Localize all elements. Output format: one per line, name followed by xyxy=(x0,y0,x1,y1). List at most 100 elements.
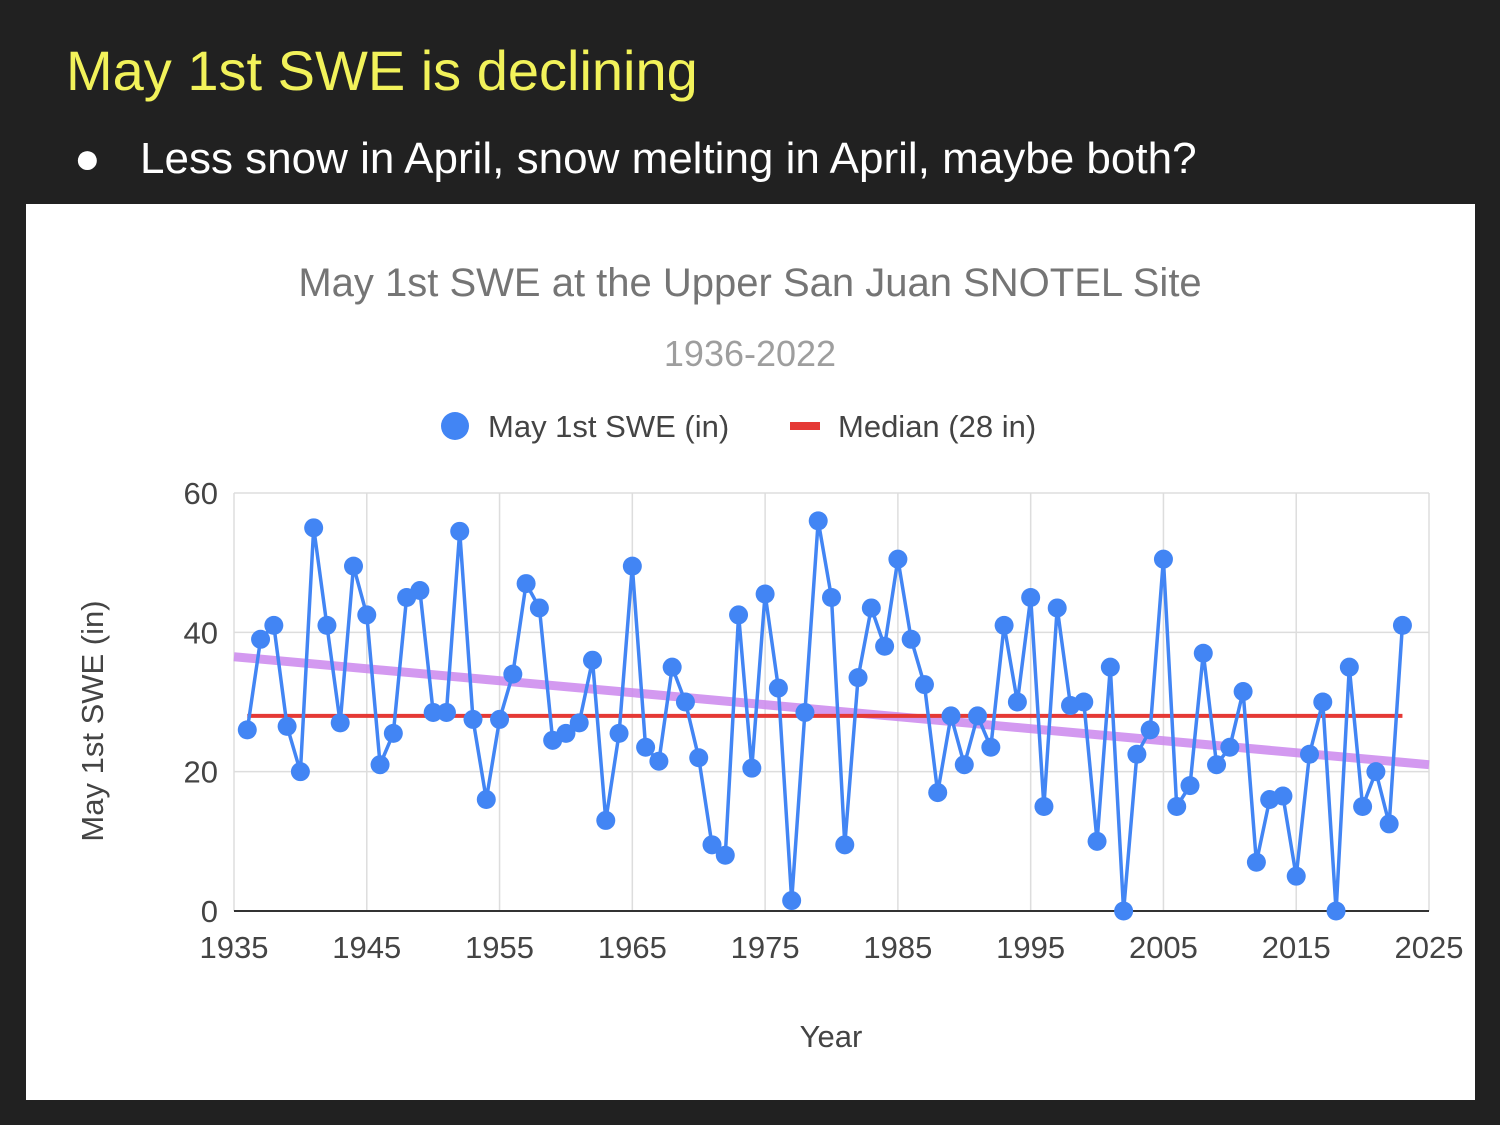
chart-title: May 1st SWE at the Upper San Juan SNOTEL… xyxy=(298,261,1201,305)
swe-data-point xyxy=(1034,797,1054,816)
swe-data-point xyxy=(290,762,310,782)
legend-swatch-median xyxy=(790,422,820,430)
swe-data-point xyxy=(755,584,775,604)
swe-data-point xyxy=(383,723,403,743)
legend-label-median: Median (28 in) xyxy=(838,409,1036,444)
swe-data-point xyxy=(503,664,523,684)
swe-data-point xyxy=(330,713,350,733)
swe-data-point xyxy=(237,720,257,740)
swe-data-point xyxy=(490,709,510,729)
swe-data-point xyxy=(1007,692,1027,712)
y-tick-label: 0 xyxy=(201,894,218,929)
legend-swatch-swe xyxy=(441,412,469,440)
swe-data-point xyxy=(1047,598,1067,618)
swe-data-point xyxy=(1379,814,1399,834)
y-axis-title: May 1st SWE (in) xyxy=(75,600,110,841)
swe-data-point xyxy=(954,755,974,775)
swe-data-point xyxy=(529,598,549,618)
swe-data-point xyxy=(1100,657,1120,677)
swe-data-point xyxy=(888,549,908,569)
swe-data-point xyxy=(742,758,762,778)
swe-data-point xyxy=(1021,588,1041,607)
swe-data-point xyxy=(463,709,483,729)
swe-data-point xyxy=(1233,682,1253,702)
swe-data-point xyxy=(516,574,536,594)
trend-line xyxy=(233,652,1430,770)
x-tick-label: 2025 xyxy=(1395,930,1464,965)
grid xyxy=(233,492,1430,911)
swe-data-point xyxy=(848,668,868,688)
swe-data-point xyxy=(981,737,1001,757)
swe-data-point xyxy=(861,598,881,618)
swe-data-point xyxy=(1300,744,1319,764)
swe-data-point xyxy=(1326,901,1346,921)
swe-data-point xyxy=(277,716,297,736)
swe-data-point xyxy=(357,605,377,625)
x-tick-label: 1995 xyxy=(996,930,1065,965)
swe-data-point xyxy=(768,678,788,698)
swe-data-point xyxy=(476,790,496,810)
swe-data-point xyxy=(1353,797,1373,816)
swe-data-point xyxy=(1246,852,1266,872)
swe-data-point xyxy=(370,755,390,775)
bullet-dot: ● xyxy=(74,134,101,183)
swe-data-point xyxy=(317,615,337,635)
y-tick-label: 60 xyxy=(184,476,218,511)
swe-data-point xyxy=(928,783,948,803)
swe-data-point xyxy=(1074,692,1094,712)
swe-data-point xyxy=(782,891,802,911)
swe-data-point xyxy=(436,702,456,722)
x-tick-label: 1985 xyxy=(863,930,932,965)
swe-data-point xyxy=(901,629,921,649)
y-tick-label: 20 xyxy=(184,755,218,790)
swe-data-point xyxy=(1339,657,1359,677)
x-tick-label: 1945 xyxy=(332,930,401,965)
x-tick-label: 2015 xyxy=(1262,930,1331,965)
swe-data-point xyxy=(609,723,629,743)
swe-data-point xyxy=(1153,549,1173,569)
swe-data-point xyxy=(264,615,284,635)
swe-data-point xyxy=(596,810,616,830)
bullet-item: ● Less snow in April, snow melting in Apr… xyxy=(74,134,1197,184)
legend-label-swe: May 1st SWE (in) xyxy=(488,409,729,444)
chart-legend: May 1st SWE (in) Median (28 in) xyxy=(441,409,1036,444)
swe-data-point xyxy=(304,518,324,538)
swe-data-point xyxy=(1127,744,1147,764)
swe-data-point xyxy=(662,657,682,677)
swe-data-point xyxy=(675,692,695,712)
swe-data-point xyxy=(1180,776,1200,796)
swe-data-point xyxy=(1207,755,1227,775)
swe-data-point xyxy=(423,702,443,722)
swe-data-point xyxy=(968,706,988,726)
swe-data-point xyxy=(622,556,642,576)
swe-data-point xyxy=(1313,692,1333,712)
slide-title: May 1st SWE is declining xyxy=(66,39,698,102)
chart-svg: May 1st SWE at the Upper San Juan SNOTEL… xyxy=(75,261,1464,1054)
swe-data-point xyxy=(835,835,855,855)
x-axis-title: Year xyxy=(800,1019,863,1054)
x-tick-label: 1975 xyxy=(731,930,800,965)
swe-data-point xyxy=(715,845,735,865)
swe-data-point xyxy=(583,650,602,670)
swe-data-point xyxy=(1087,831,1107,851)
swe-data-point xyxy=(636,737,656,757)
swe-data-point xyxy=(689,748,709,768)
swe-data-point xyxy=(994,615,1014,635)
chart-card: May 1st SWE at the Upper San Juan SNOTEL… xyxy=(26,204,1475,1100)
swe-data-point xyxy=(569,713,589,733)
swe-data-point xyxy=(1366,762,1386,782)
swe-data-point xyxy=(1140,720,1160,740)
x-tick-label: 1955 xyxy=(465,930,534,965)
x-tick-label: 1965 xyxy=(598,930,667,965)
swe-data-point xyxy=(1167,797,1187,816)
swe-data-point xyxy=(808,511,828,531)
swe-data-point xyxy=(450,521,470,541)
swe-data-point xyxy=(875,636,895,656)
chart-subtitle: 1936-2022 xyxy=(664,333,836,374)
x-tick-label: 1935 xyxy=(200,930,269,965)
axes: 1935 1945 1955 1965 1975 1985 1995 2005 2015 2025… xyxy=(184,476,1464,965)
swe-data-point xyxy=(556,723,576,743)
swe-data-point xyxy=(1220,737,1240,757)
bullet-text: Less snow in April, snow melting in Apri… xyxy=(140,134,1197,183)
swe-data-point xyxy=(1286,866,1306,886)
